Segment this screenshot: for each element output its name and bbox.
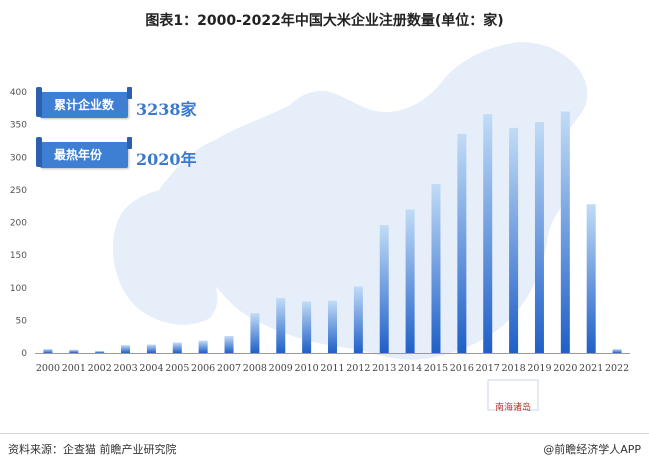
bar-2020 — [560, 111, 570, 353]
china-map-west — [112, 190, 218, 325]
x-tick-label: 2000 — [36, 363, 60, 374]
x-tick-label: 2006 — [191, 363, 215, 374]
kpi-total-label-box: 累计企业数 — [36, 87, 132, 118]
x-tick-label: 2003 — [113, 363, 137, 374]
bar-2011 — [328, 300, 337, 353]
bar-2022 — [612, 349, 622, 353]
kpi-total-value: 3238家 — [136, 100, 197, 119]
x-tick-label: 2013 — [372, 363, 396, 374]
x-tick-label: 2014 — [398, 363, 422, 374]
y-tick-label: 400 — [10, 88, 27, 98]
x-tick-label: 2005 — [165, 363, 189, 374]
y-tick-label: 200 — [10, 219, 27, 229]
bar-2008 — [250, 313, 260, 353]
kpi-hot-year-value: 2020年 — [136, 150, 197, 169]
bar-2017 — [483, 114, 493, 353]
bar-2003 — [121, 345, 131, 353]
y-tick-label: 50 — [16, 316, 28, 326]
x-tick-label: 2001 — [62, 363, 86, 374]
bar-2001 — [69, 349, 79, 353]
x-tick-label: 2008 — [243, 363, 267, 374]
x-tick-label: 2019 — [527, 363, 551, 374]
x-tick-label: 2009 — [269, 363, 293, 374]
bar-2006 — [198, 340, 208, 353]
bar-2009 — [276, 298, 286, 353]
bar-2021 — [586, 204, 596, 353]
brand-mark: @前瞻经济学人APP — [543, 443, 641, 456]
x-tick-label: 2007 — [217, 363, 241, 374]
x-tick-label: 2015 — [424, 363, 448, 374]
china-map-background — [157, 42, 588, 360]
kpi-hot-year-label-box: 最热年份 — [36, 137, 132, 168]
x-tick-label: 2010 — [295, 363, 319, 374]
bar-2016 — [457, 133, 467, 353]
y-tick-label: 100 — [10, 284, 27, 294]
x-tick-label: 2020 — [553, 363, 577, 374]
kpi-total-label: 累计企业数 — [54, 98, 115, 112]
bar-2012 — [353, 286, 363, 353]
chart-title: 图表1：2000-2022年中国大米企业注册数量(单位：家) — [145, 13, 504, 29]
y-tick-label: 0 — [21, 349, 27, 359]
y-tick-label: 250 — [10, 186, 27, 196]
bar-2004 — [146, 344, 156, 353]
source-note: 资料来源：企查猫 前瞻产业研究院 — [8, 443, 177, 456]
bar-2000 — [43, 349, 53, 353]
bar-2019 — [534, 122, 544, 353]
bar-2014 — [405, 209, 415, 353]
footer: 资料来源：企查猫 前瞻产业研究院 @前瞻经济学人APP — [0, 433, 649, 465]
x-tick-label: 2018 — [501, 363, 525, 374]
y-tick-label: 150 — [10, 251, 27, 261]
x-tick-label: 2011 — [320, 363, 344, 374]
bar-2010 — [302, 301, 312, 353]
bar-2007 — [224, 336, 234, 353]
y-tick-label: 350 — [10, 121, 27, 131]
x-tick-label: 2021 — [579, 363, 603, 374]
island-label: 南海诸岛 — [495, 401, 531, 413]
x-tick-label: 2016 — [450, 363, 474, 374]
x-tick-label: 2017 — [476, 363, 500, 374]
bar-2002 — [95, 351, 105, 353]
bar-2005 — [172, 342, 182, 353]
y-tick-label: 300 — [10, 153, 27, 163]
island-inset-box — [487, 379, 539, 411]
x-tick-label: 2012 — [346, 363, 370, 374]
bar-2015 — [431, 184, 441, 353]
bar-2013 — [379, 225, 389, 353]
kpi-hot-year-label: 最热年份 — [54, 148, 103, 162]
x-tick-label: 2004 — [139, 363, 163, 374]
bar-2018 — [509, 127, 519, 353]
x-tick-label: 2022 — [605, 363, 629, 374]
x-tick-label: 2002 — [88, 363, 112, 374]
